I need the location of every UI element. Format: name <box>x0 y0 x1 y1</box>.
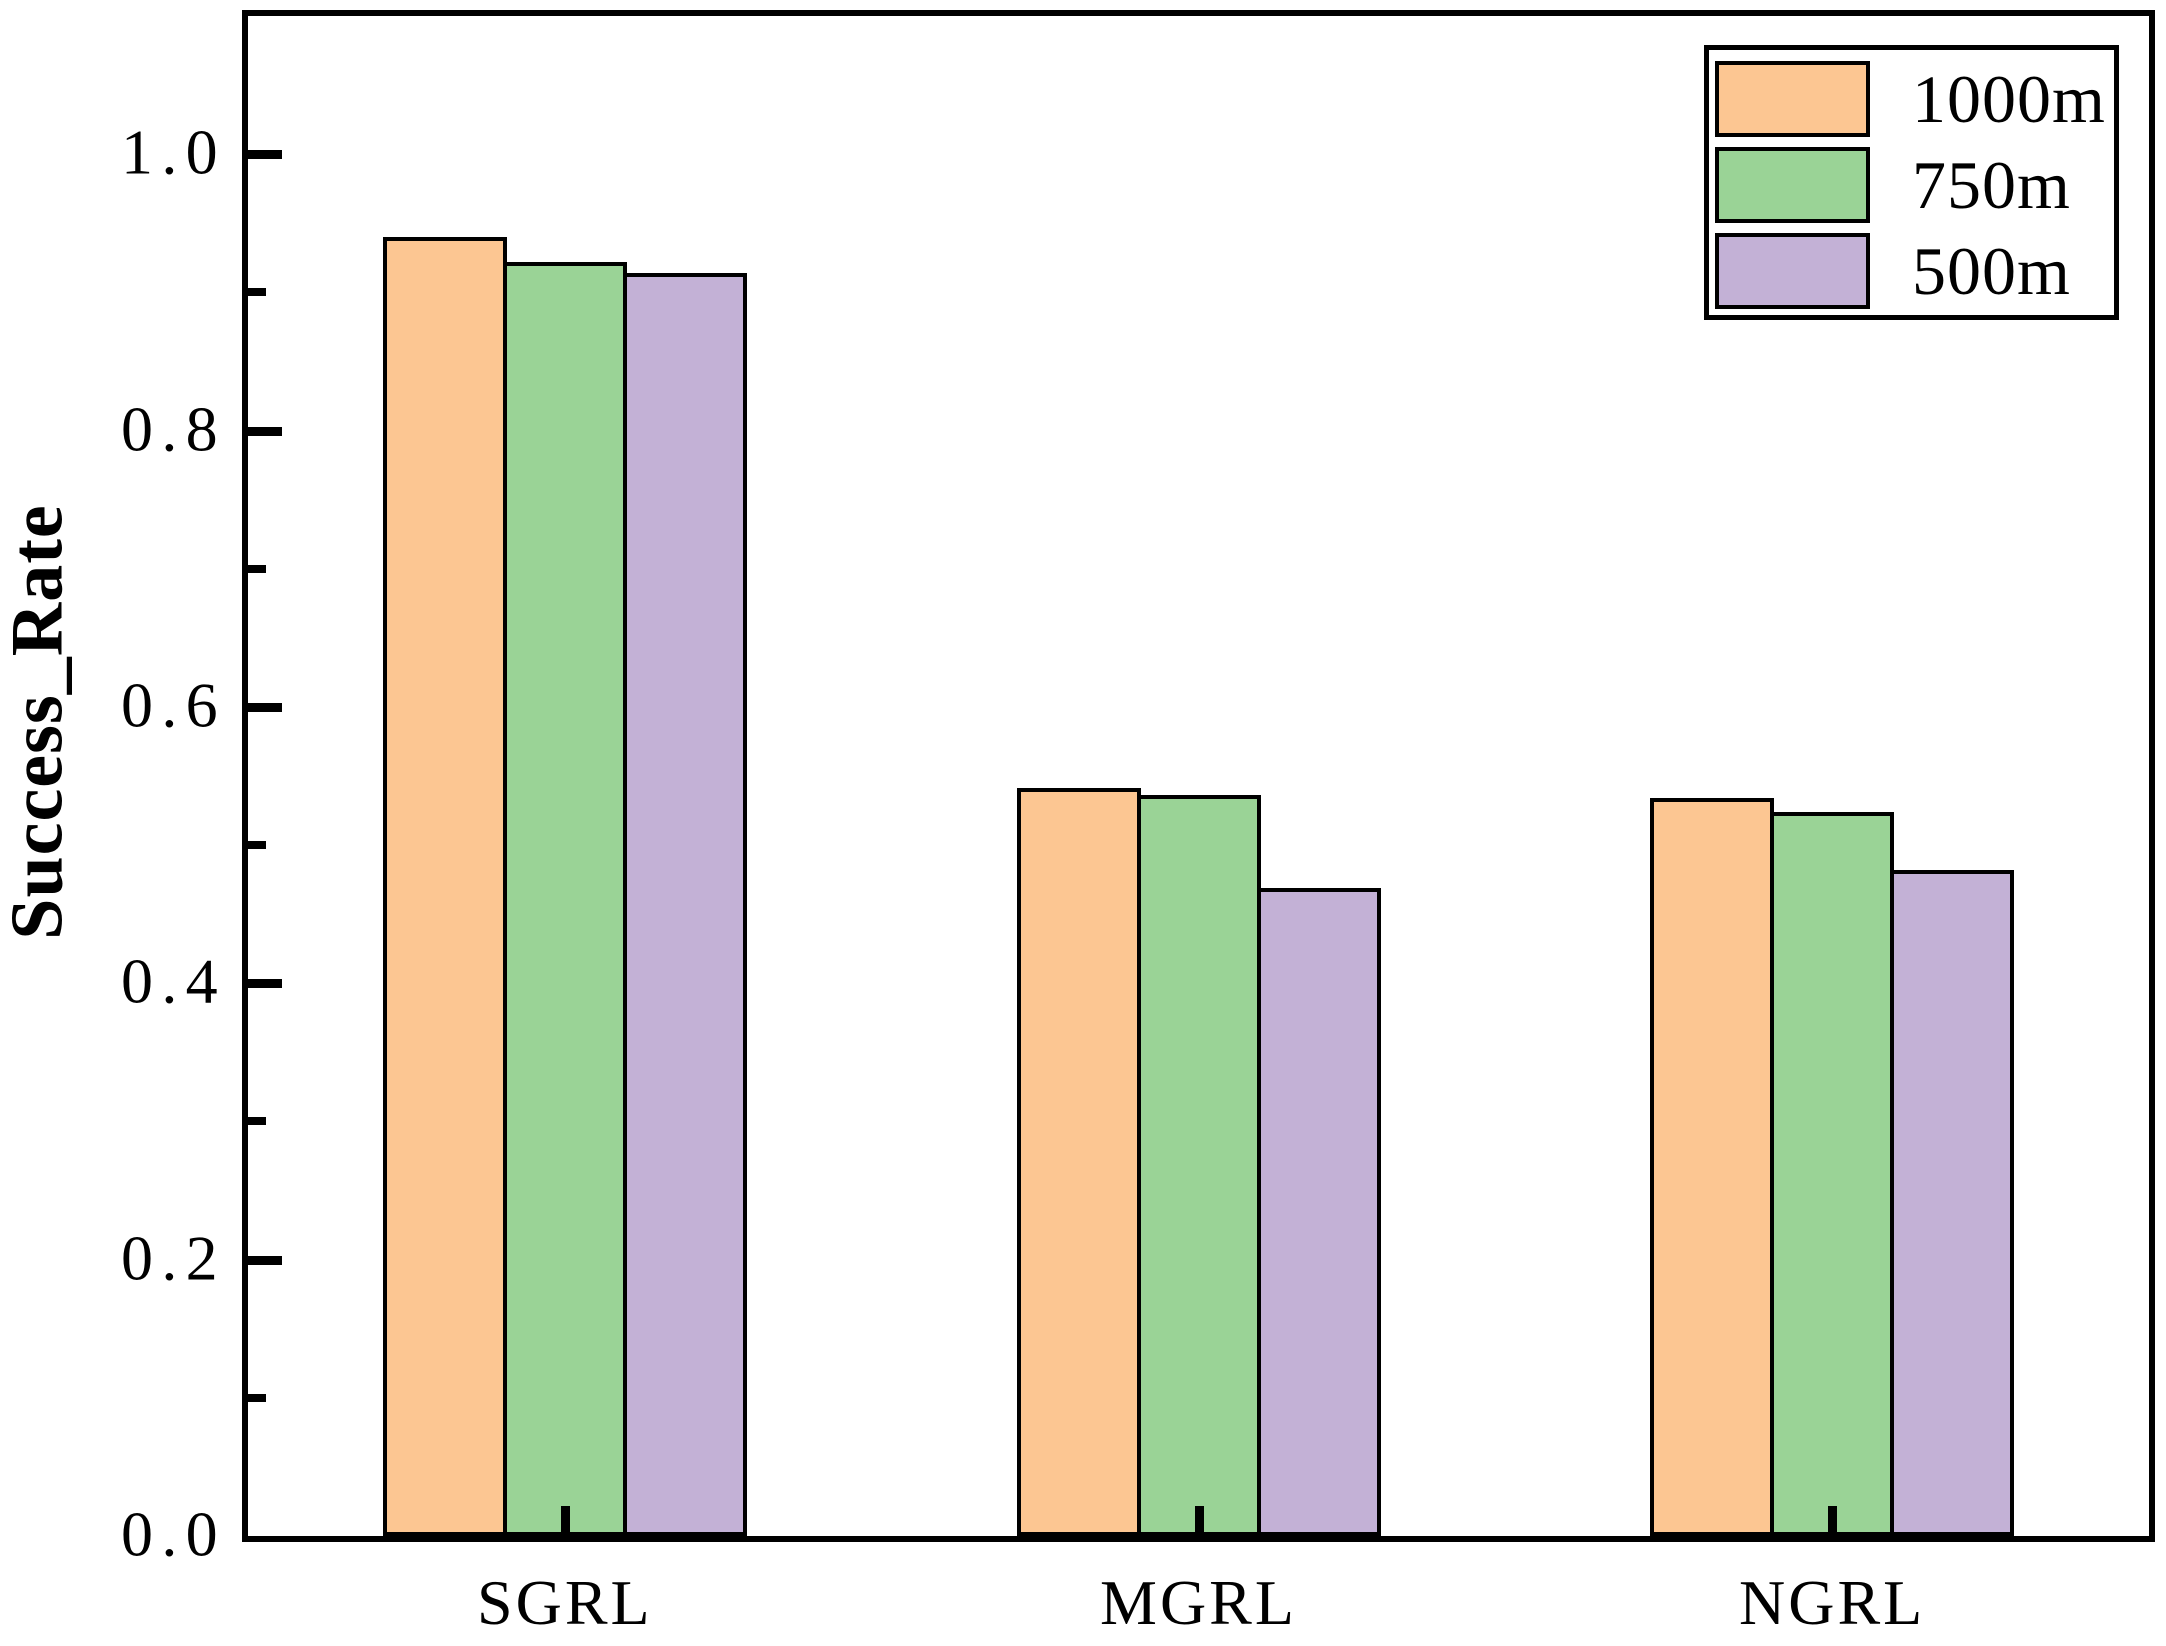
y-tick-label-0.6: 0.6 <box>121 669 226 741</box>
legend-label-750m: 750m <box>1912 146 2071 223</box>
bar-ngrl-750m <box>1770 812 1895 1536</box>
x-tick-sgrl <box>560 1506 570 1536</box>
legend-swatch-1000m <box>1715 61 1870 137</box>
bar-mgrl-1000m <box>1016 788 1141 1536</box>
bar-sgrl-750m <box>502 262 627 1536</box>
legend-swatch-750m <box>1715 147 1870 223</box>
x-tick-label-ngrl: NGRL <box>1739 1567 1926 1638</box>
y-tick-label-0.8: 0.8 <box>121 393 226 465</box>
legend-item-1000m: 1000m <box>1715 56 2114 142</box>
legend-swatch-500m <box>1715 233 1870 309</box>
y-tick-label-0.2: 0.2 <box>121 1222 226 1294</box>
y-minor-tick-0.1 <box>248 1393 266 1402</box>
bar-ngrl-1000m <box>1650 798 1775 1536</box>
legend-label-500m: 500m <box>1912 232 2071 309</box>
bar-mgrl-500m <box>1256 888 1381 1536</box>
y-minor-tick-0.7 <box>248 564 266 573</box>
y-tick-label-1.0: 1.0 <box>121 116 226 188</box>
y-tick-0.6 <box>248 702 282 712</box>
legend: 1000m 750m 500m <box>1704 45 2119 320</box>
legend-item-750m: 750m <box>1715 142 2114 228</box>
legend-label-1000m: 1000m <box>1912 60 2106 137</box>
bar-mgrl-750m <box>1136 795 1261 1536</box>
y-tick-1.0 <box>248 150 282 160</box>
y-tick-label-0.0: 0.0 <box>121 1498 226 1570</box>
x-tick-ngrl <box>1828 1506 1838 1536</box>
bar-ngrl-500m <box>1890 870 2015 1536</box>
y-minor-tick-0.5 <box>248 841 266 850</box>
plot-area: 1000m 750m 500m <box>242 10 2155 1542</box>
legend-item-500m: 500m <box>1715 228 2114 314</box>
x-tick-mgrl <box>1194 1506 1204 1536</box>
y-minor-tick-0.9 <box>248 288 266 297</box>
bar-sgrl-500m <box>622 273 747 1536</box>
y-minor-tick-0.3 <box>248 1117 266 1126</box>
bar-sgrl-1000m <box>382 237 507 1536</box>
y-tick-0.2 <box>248 1255 282 1265</box>
x-tick-label-sgrl: SGRL <box>477 1567 653 1638</box>
y-tick-label-0.4: 0.4 <box>121 945 226 1017</box>
y-tick-0.4 <box>248 979 282 989</box>
y-tick-0.8 <box>248 426 282 436</box>
x-tick-label-mgrl: MGRL <box>1100 1567 1297 1638</box>
